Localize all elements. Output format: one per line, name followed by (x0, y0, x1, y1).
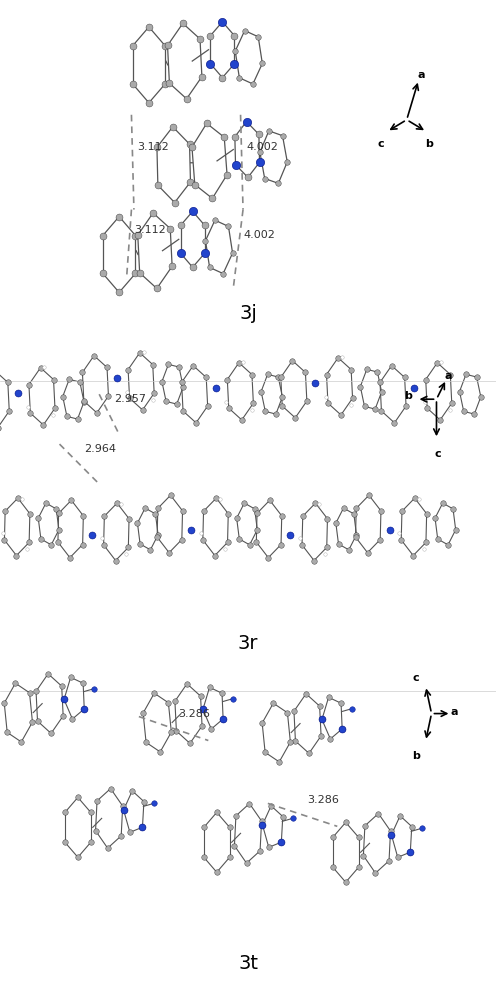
Text: b: b (425, 139, 433, 149)
Text: 3r: 3r (238, 634, 258, 653)
Text: 3.286: 3.286 (308, 794, 339, 804)
Text: 2.964: 2.964 (84, 444, 117, 454)
Text: 4.002: 4.002 (243, 230, 275, 240)
Text: 2.957: 2.957 (114, 394, 146, 404)
Text: a: a (417, 70, 425, 80)
Text: c: c (377, 139, 384, 149)
Text: a: a (444, 371, 452, 381)
Text: 3.286: 3.286 (179, 709, 210, 719)
Text: 3.112: 3.112 (138, 142, 170, 152)
Text: 3j: 3j (239, 304, 257, 323)
Text: a: a (450, 707, 458, 717)
Text: c: c (434, 449, 441, 459)
Text: b: b (412, 751, 420, 761)
Text: b: b (404, 391, 412, 401)
Text: 4.002: 4.002 (247, 142, 279, 152)
Text: 3.112: 3.112 (134, 225, 166, 235)
Text: 3t: 3t (238, 954, 258, 973)
Text: c: c (412, 673, 419, 683)
